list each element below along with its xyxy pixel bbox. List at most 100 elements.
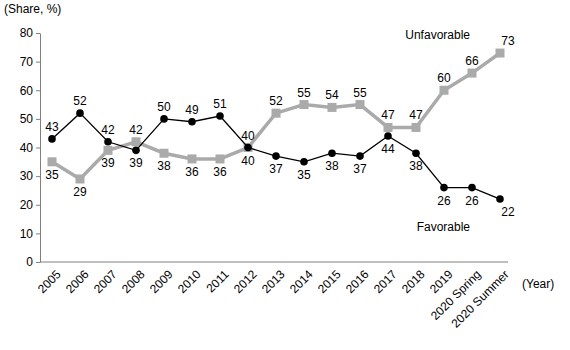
series-line: [52, 113, 500, 199]
data-label: 49: [185, 103, 199, 117]
x-tick: 2015: [315, 262, 344, 296]
x-axis: 2005200620072008200920102011201220132014…: [35, 262, 512, 331]
y-axis-title: (Share, %): [4, 2, 61, 16]
data-label: 52: [73, 94, 87, 108]
series-line: [52, 53, 500, 179]
y-tick-label: 20: [20, 198, 34, 212]
marker: [412, 123, 421, 132]
data-label: 66: [465, 54, 479, 68]
x-tick-label: 2018: [399, 267, 428, 296]
x-tick: 2010: [175, 262, 204, 296]
data-label: 40: [241, 129, 255, 143]
x-tick: 2005: [35, 262, 64, 296]
data-label: 26: [437, 194, 451, 208]
data-label: 40: [241, 154, 255, 168]
y-tick-label: 40: [20, 141, 34, 155]
y-tick-label: 0: [26, 255, 33, 269]
data-label: 73: [501, 34, 515, 48]
marker: [328, 103, 337, 112]
data-label: 50: [157, 100, 171, 114]
x-tick-label: 2007: [91, 267, 120, 296]
data-label: 47: [381, 108, 395, 122]
marker: [48, 157, 57, 166]
x-tick-label: 2014: [287, 267, 316, 296]
y-tick: 80: [20, 26, 40, 40]
x-tick: 2016: [343, 262, 372, 296]
data-label: 38: [325, 159, 339, 173]
marker: [132, 137, 141, 146]
marker: [76, 109, 84, 117]
y-tick-label: 70: [20, 55, 34, 69]
marker: [356, 100, 365, 109]
marker: [76, 174, 85, 183]
data-label: 22: [501, 205, 515, 219]
marker: [188, 154, 197, 163]
marker: [104, 138, 112, 146]
data-label: 52: [269, 94, 283, 108]
data-label: 35: [297, 168, 311, 182]
y-tick-mark: [36, 205, 40, 206]
y-tick: 30: [20, 169, 40, 183]
x-tick: 2017: [371, 262, 400, 296]
data-label: 54: [325, 88, 339, 102]
y-tick: 70: [20, 55, 40, 69]
data-label: 36: [213, 165, 227, 179]
data-label: 26: [465, 194, 479, 208]
marker: [440, 86, 449, 95]
marker: [440, 184, 448, 192]
y-axis: 01020304050607080: [20, 26, 41, 269]
y-tick: 50: [20, 112, 40, 126]
x-tick-label: 2017: [371, 267, 400, 296]
x-tick: 2006: [63, 262, 92, 296]
marker: [468, 69, 477, 78]
y-tick-label: 80: [20, 26, 34, 40]
marker: [244, 144, 252, 152]
y-tick-mark: [36, 90, 40, 91]
data-label: 51: [213, 97, 227, 111]
y-tick-label: 50: [20, 112, 34, 126]
x-tick-label: 2016: [343, 267, 372, 296]
marker: [132, 147, 140, 155]
marker: [384, 123, 393, 132]
data-label: 39: [101, 156, 115, 170]
y-tick: 0: [26, 255, 40, 269]
data-label: 36: [185, 165, 199, 179]
x-tick-label: 2012: [231, 267, 260, 296]
x-axis-line: [40, 262, 508, 263]
marker: [272, 109, 281, 118]
x-tick: 2014: [287, 262, 316, 296]
marker: [384, 132, 392, 140]
data-label: 47: [409, 108, 423, 122]
marker: [468, 184, 476, 192]
data-label: 37: [269, 162, 283, 176]
x-tick: 2018: [399, 262, 428, 296]
x-tick-label: 2013: [259, 267, 288, 296]
y-tick-label: 60: [20, 84, 34, 98]
x-tick: 2013: [259, 262, 288, 296]
x-tick: 2009: [147, 262, 176, 296]
marker: [48, 135, 56, 143]
x-tick-label: 2010: [175, 267, 204, 296]
data-label: 44: [381, 142, 395, 156]
x-tick: 2012: [231, 262, 260, 296]
x-tick-label: 2006: [63, 267, 92, 296]
marker: [496, 49, 505, 58]
data-label: 42: [101, 123, 115, 137]
marker: [496, 195, 504, 203]
marker: [412, 149, 420, 157]
plot: [48, 49, 505, 203]
y-tick-mark: [36, 33, 40, 34]
data-label: 55: [353, 86, 367, 100]
marker: [104, 146, 113, 155]
y-tick-label: 30: [20, 169, 34, 183]
data-label: 29: [73, 185, 87, 199]
marker: [216, 154, 225, 163]
data-label: 55: [297, 86, 311, 100]
marker: [300, 100, 309, 109]
x-tick: 2008: [119, 262, 148, 296]
marker: [300, 158, 308, 166]
y-tick-mark: [36, 119, 40, 120]
data-labels: 3529394238363640525554554747606673435242…: [45, 34, 515, 219]
x-tick: 2007: [91, 262, 120, 296]
y-tick-mark: [36, 233, 40, 234]
